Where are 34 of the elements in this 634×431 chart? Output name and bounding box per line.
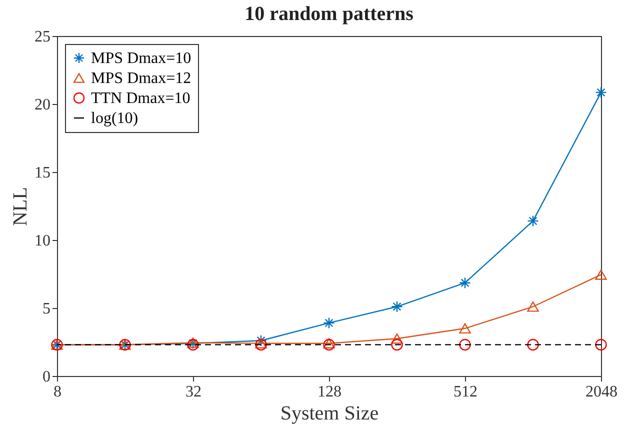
point	[391, 300, 403, 312]
point	[255, 338, 267, 351]
point	[527, 215, 539, 227]
y-tick-label: 0	[42, 368, 50, 386]
point	[527, 302, 539, 312]
legend-label: log(10)	[91, 110, 138, 127]
point	[595, 270, 607, 280]
y-tick-label: 10	[34, 232, 50, 250]
point	[459, 323, 471, 334]
legend-label: MPS Dmax=10	[91, 50, 192, 67]
legend-label: MPS Dmax=12	[91, 70, 192, 87]
legend-label: TTN Dmax=10	[91, 90, 190, 107]
y-tick-label: 15	[34, 164, 50, 182]
point	[459, 276, 471, 289]
point	[391, 338, 403, 351]
x-tick-label: 32	[186, 384, 202, 400]
chart-title: 10 random patterns	[244, 3, 414, 25]
point	[595, 338, 607, 351]
point	[595, 86, 607, 98]
point	[527, 338, 539, 351]
y-tick-label: 25	[34, 28, 50, 46]
y-tick-label: 5	[42, 300, 50, 318]
point	[255, 334, 267, 346]
point	[391, 333, 403, 344]
point	[323, 317, 335, 329]
point	[323, 338, 335, 351]
x-tick-label: 128	[318, 384, 342, 400]
x-tick-label: 512	[454, 384, 478, 400]
x-tick-label: 2048	[586, 384, 618, 400]
x-axis-title: System Size	[280, 402, 379, 424]
y-tick-label: 20	[34, 96, 50, 114]
y-axis-title: NLL	[10, 187, 32, 226]
x-tick-label: 8	[54, 384, 62, 400]
point	[459, 338, 471, 351]
